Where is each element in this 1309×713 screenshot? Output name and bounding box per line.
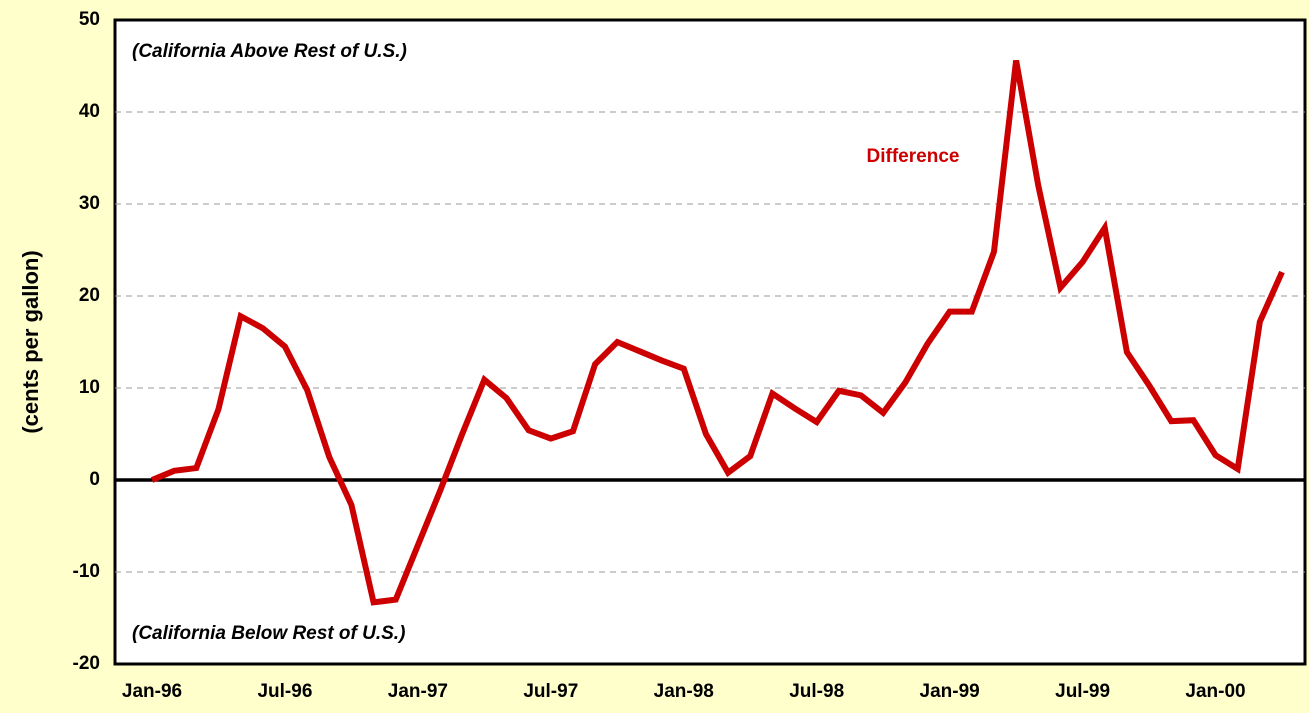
x-tick-label: Jul-97 bbox=[523, 681, 578, 702]
y-tick-label: 40 bbox=[79, 101, 100, 122]
annotation: (California Below Rest of U.S.) bbox=[132, 623, 405, 644]
y-tick-label: -10 bbox=[73, 561, 100, 582]
x-tick-label: Jul-96 bbox=[257, 681, 312, 702]
y-tick-label: 10 bbox=[79, 377, 100, 398]
series-label: Difference bbox=[867, 146, 960, 167]
data-line bbox=[150, 59, 1285, 606]
x-tick-label: Jul-98 bbox=[789, 681, 844, 702]
x-tick-label: Jan-00 bbox=[1185, 681, 1245, 702]
y-tick-label: -20 bbox=[73, 653, 100, 674]
x-tick-label: Jul-99 bbox=[1055, 681, 1110, 702]
y-tick-label: 50 bbox=[79, 9, 100, 30]
y-tick-label: 0 bbox=[89, 469, 100, 490]
plot-area bbox=[113, 18, 1307, 666]
x-tick-label: Jan-97 bbox=[388, 681, 448, 702]
x-tick-label: Jan-96 bbox=[122, 681, 182, 702]
y-tick-label: 30 bbox=[79, 193, 100, 214]
y-axis-label: (cents per gallon) bbox=[18, 250, 43, 433]
x-tick-label: Jan-99 bbox=[920, 681, 980, 702]
y-tick-label: 20 bbox=[79, 285, 100, 306]
annotation: (California Above Rest of U.S.) bbox=[132, 41, 407, 62]
x-tick-label: Jan-98 bbox=[654, 681, 714, 702]
